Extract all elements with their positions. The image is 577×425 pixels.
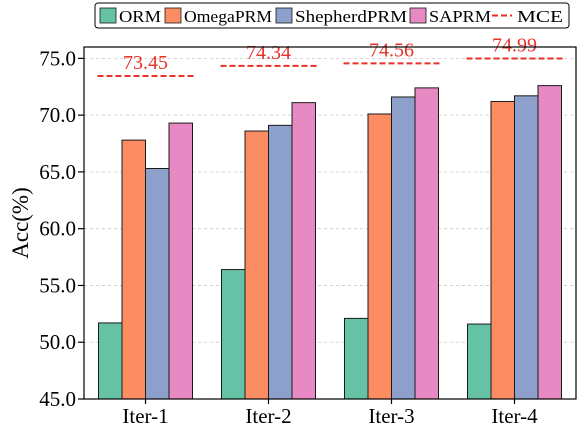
legend-swatch-omegaprm <box>164 7 182 24</box>
bar-orm-iter-2 <box>221 269 246 400</box>
x-tick-label: Iter-2 <box>245 404 291 425</box>
x-tick-label: Iter-1 <box>122 404 168 425</box>
legend-swatch-shepherdprm <box>275 7 293 24</box>
y-tick-label: 60.0 <box>39 217 76 241</box>
x-tick-label: Iter-3 <box>368 404 414 425</box>
bars <box>98 85 562 400</box>
mce-value-label: 74.56 <box>369 39 414 61</box>
legend-label-saprm: SAPRM <box>429 7 491 26</box>
legend-label-mce: MCE <box>517 7 563 26</box>
bar-shepherdprm-iter-4 <box>514 95 539 400</box>
bar-shepherdprm-iter-2 <box>268 124 293 400</box>
mce-value-label: 74.34 <box>246 42 291 64</box>
legend-label-shepherdprm: ShepherdPRM <box>295 7 407 26</box>
legend-label-orm: ORM <box>119 7 161 26</box>
bar-omegaprm-iter-3 <box>367 113 392 400</box>
y-tick-label: 65.0 <box>39 160 76 184</box>
bar-omegaprm-iter-1 <box>121 139 146 400</box>
bar-omegaprm-iter-4 <box>490 101 515 400</box>
y-tick-label: 50.0 <box>39 330 76 354</box>
legend: ORM OmegaPRM ShepherdPRM SAPRM MCE <box>94 2 570 29</box>
axes: 45.0 50.0 55.0 60.0 65.0 70.0 75.0 Iter-1 Iter-2… <box>39 46 538 425</box>
y-tick-label: 70.0 <box>39 103 76 127</box>
y-axis-label: Acc(%) <box>8 187 33 259</box>
bar-saprm-iter-4 <box>537 85 562 400</box>
bar-omegaprm-iter-2 <box>244 130 269 400</box>
bar-shepherdprm-iter-3 <box>391 96 416 400</box>
legend-swatch-orm <box>99 7 117 24</box>
bar-orm-iter-1 <box>98 322 123 400</box>
mce-value-label: 73.45 <box>123 52 168 74</box>
bar-orm-iter-4 <box>467 323 492 400</box>
legend-label-omegaprm: OmegaPRM <box>184 7 272 26</box>
bar-saprm-iter-1 <box>168 122 193 400</box>
y-tick-label: 75.0 <box>39 46 76 70</box>
bar-orm-iter-3 <box>344 317 369 400</box>
reference-lines: 73.45 74.34 74.56 74.99 <box>97 34 563 77</box>
y-tick-label: 45.0 <box>39 387 76 411</box>
y-tick-label: 55.0 <box>39 273 76 297</box>
bar-saprm-iter-3 <box>414 87 439 400</box>
bar-saprm-iter-2 <box>291 102 316 400</box>
plot-frame <box>83 46 577 400</box>
x-tick-label: Iter-4 <box>491 404 538 425</box>
legend-swatch-saprm <box>409 7 427 24</box>
mce-value-label: 74.99 <box>492 34 537 56</box>
legend-frame <box>94 2 570 29</box>
bar-shepherdprm-iter-1 <box>145 167 170 400</box>
